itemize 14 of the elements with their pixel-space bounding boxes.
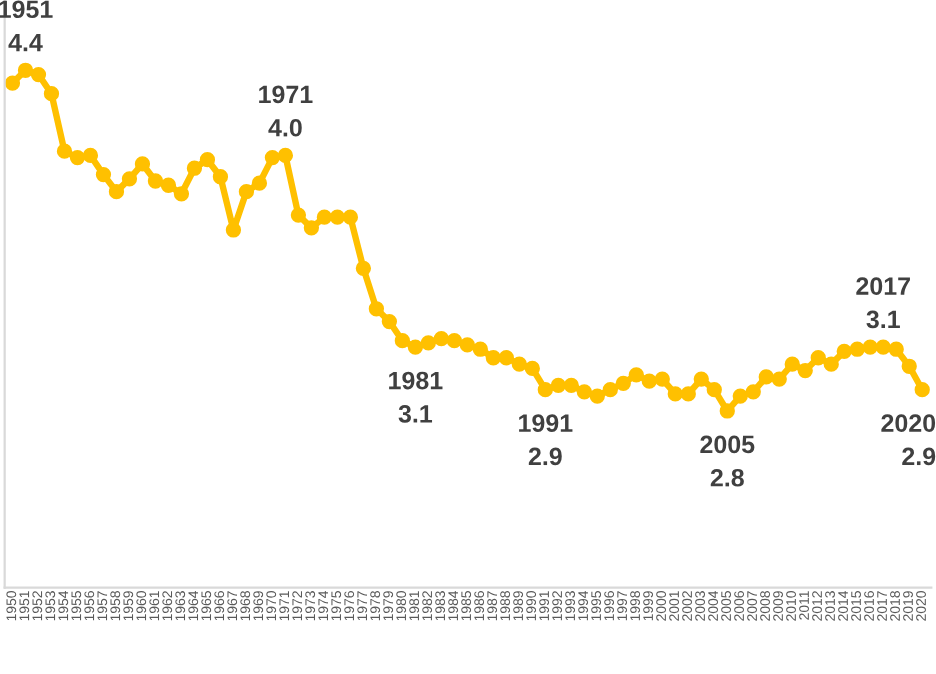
data-label: 2.9 (528, 447, 562, 466)
data-label: 3.1 (398, 405, 433, 423)
data-label: 2.9 (902, 447, 936, 466)
annotation: 1971 (259, 85, 313, 104)
data-label: 4.4 (8, 34, 43, 52)
annotation: 2017 (856, 277, 910, 295)
annotation: 1981 (389, 371, 443, 390)
annotation: 2005 (700, 435, 755, 454)
data-label: 4.0 (268, 118, 302, 137)
data-label: 3.1 (866, 310, 900, 329)
annotation: 1991 (519, 414, 573, 432)
annotation: 2020 (881, 414, 936, 432)
data-label: 2.8 (710, 468, 744, 487)
annotation: 1951 (0, 0, 53, 19)
